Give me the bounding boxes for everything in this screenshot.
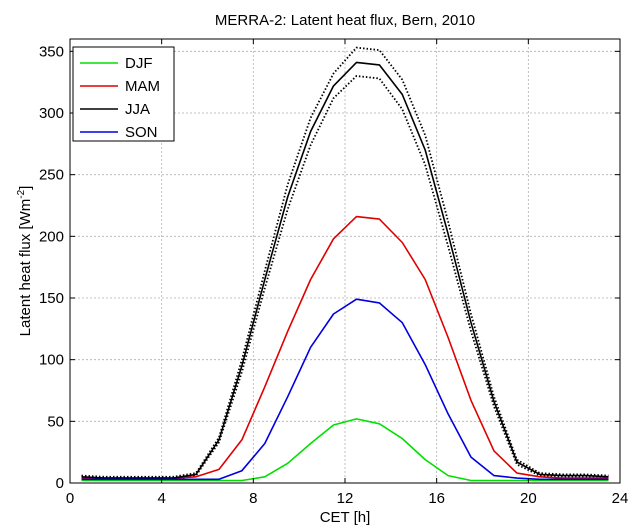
- legend-label-son: SON: [125, 124, 158, 141]
- x-tick-label: 16: [428, 490, 445, 507]
- x-axis-label: CET [h]: [320, 509, 371, 526]
- y-axis-label-main: Latent heat flux [Wm: [17, 199, 34, 337]
- legend-label-djf: DJF: [125, 55, 153, 72]
- legend-label-jja: JJA: [125, 101, 150, 118]
- series-lines: [81, 61, 609, 482]
- y-tick-label: 0: [56, 475, 64, 492]
- y-axis-label: Latent heat flux [Wm-2]: [16, 186, 34, 337]
- series-line-son: [81, 298, 609, 481]
- y-tick-label: 200: [39, 228, 64, 245]
- legend: DJF MAM JJA SON: [72, 46, 175, 142]
- legend-label-mam: MAM: [125, 78, 160, 95]
- grid-lines: [70, 39, 620, 483]
- y-axis-label-end: ]: [17, 186, 34, 190]
- x-tick-label: 0: [66, 490, 74, 507]
- x-tick-label: 20: [520, 490, 537, 507]
- x-tick-label: 8: [249, 490, 257, 507]
- series-line-jja: [81, 61, 609, 479]
- y-tick-label: 350: [39, 43, 64, 60]
- x-tick-label: 24: [612, 490, 629, 507]
- y-tick-label: 150: [39, 290, 64, 307]
- x-tick-label: 12: [337, 490, 354, 507]
- y-tick-label: 100: [39, 352, 64, 369]
- series-line-djf: [81, 418, 609, 482]
- y-tick-label: 50: [47, 413, 64, 430]
- series-bound-jja: [81, 46, 609, 478]
- chart-title: MERRA-2: Latent heat flux, Bern, 2010: [215, 12, 475, 29]
- y-tick-label: 300: [39, 105, 64, 122]
- y-tick-label: 250: [39, 167, 64, 184]
- axis-ticks: 0 4 8 12 16 20 24 0 50 100 150 200 250 300 350: [39, 39, 628, 507]
- y-axis-label-exponent: -2: [16, 189, 27, 198]
- x-tick-label: 4: [157, 490, 165, 507]
